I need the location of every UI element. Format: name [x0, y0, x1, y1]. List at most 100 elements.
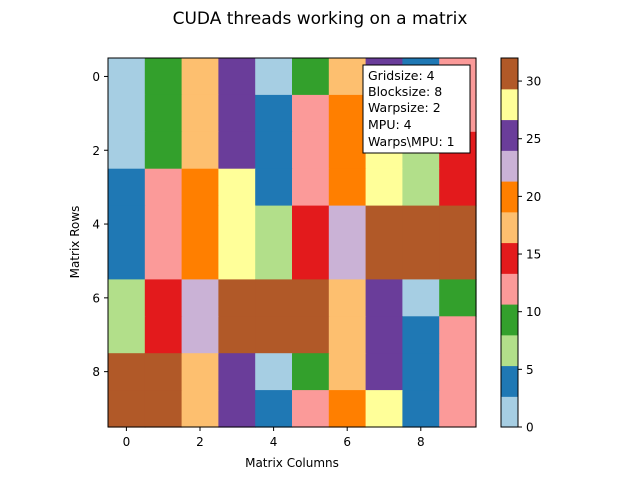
- x-tick-label: 0: [123, 435, 131, 449]
- heatmap-cell: [365, 390, 403, 428]
- heatmap-cell: [181, 353, 219, 391]
- heatmap-cell: [328, 168, 367, 207]
- annotation-box: [362, 64, 471, 154]
- heatmap-cell: [439, 353, 477, 391]
- heatmap-cell: [328, 390, 367, 428]
- heatmap-cell: [439, 205, 477, 244]
- x-tick-label: 4: [270, 435, 278, 449]
- heatmap-cell: [328, 58, 367, 96]
- heatmap-cell: [365, 168, 403, 207]
- colorbar-segment: [501, 181, 518, 213]
- heatmap-cell: [402, 279, 440, 317]
- heatmap-cell: [328, 353, 367, 391]
- y-tick-label: 4: [92, 218, 100, 232]
- x-tick-label: 6: [343, 435, 351, 449]
- heatmap-cell: [402, 205, 440, 244]
- heatmap-cell: [292, 168, 330, 207]
- heatmap-cell: [108, 242, 146, 280]
- annotation-line: MPU: 4: [368, 117, 412, 132]
- heatmap-cell: [328, 242, 367, 280]
- y-tick-label: 0: [92, 70, 100, 84]
- heatmap-cell: [144, 131, 183, 170]
- heatmap-cell: [439, 390, 477, 428]
- heatmap-cell: [439, 279, 477, 317]
- heatmap-cell: [108, 279, 146, 317]
- y-axis-label: Matrix Rows: [68, 206, 82, 279]
- heatmap-cell: [181, 94, 219, 133]
- heatmap-cell: [255, 205, 293, 244]
- heatmap-cell: [255, 242, 293, 280]
- annotation-line: Warps\MPU: 1: [368, 134, 455, 149]
- heatmap-cell: [181, 390, 219, 428]
- heatmap-cell: [255, 279, 293, 317]
- annotation-line: Warpsize: 2: [368, 100, 441, 115]
- heatmap-cell: [292, 205, 330, 244]
- heatmap-cell: [328, 279, 367, 317]
- heatmap-cell: [181, 316, 219, 354]
- heatmap-cell: [108, 94, 146, 133]
- heatmap-cell: [218, 58, 256, 96]
- heatmap-cell: [108, 58, 146, 96]
- heatmap-cell: [144, 390, 183, 428]
- heatmap-cell: [439, 168, 477, 207]
- colorbar-tick-label: 30: [526, 75, 541, 89]
- heatmap-cell: [108, 168, 146, 207]
- colorbar-frame: [500, 57, 519, 428]
- heatmap-cell: [218, 168, 256, 207]
- plot-frame: [107, 57, 477, 428]
- heatmap-cell: [292, 353, 330, 391]
- heatmap-cell: [108, 316, 146, 354]
- heatmap-cell: [328, 131, 367, 170]
- colorbar-segment: [501, 242, 518, 274]
- colorbar-tick-label: 0: [526, 421, 534, 435]
- x-tick-label: 8: [417, 435, 425, 449]
- heatmap-cell: [439, 242, 477, 280]
- heatmap-cell: [218, 131, 256, 170]
- heatmap-cell: [292, 390, 330, 428]
- annotation-line: Gridsize: 4: [368, 68, 435, 83]
- colorbar-segment: [501, 334, 518, 367]
- heatmap-cell: [439, 316, 477, 354]
- heatmap-cell: [218, 353, 256, 391]
- heatmap-cell: [292, 279, 330, 317]
- colorbar-segment: [501, 150, 518, 182]
- heatmap-cell: [144, 279, 183, 317]
- heatmap-cell: [365, 205, 403, 244]
- colorbar-segment: [501, 396, 518, 428]
- x-axis: 0 2 4 6 8: [123, 427, 425, 449]
- heatmap-cell: [218, 205, 256, 244]
- heatmap-cell: [181, 205, 219, 244]
- heatmap-cell: [181, 242, 219, 280]
- heatmap-cell: [108, 353, 146, 391]
- heatmap-cell: [181, 58, 219, 96]
- y-tick-label: 8: [92, 365, 100, 379]
- colorbar-tick-label: 20: [526, 190, 541, 204]
- heatmap-cell: [181, 279, 219, 317]
- heatmap-cell: [402, 316, 440, 354]
- heatmap-cell: [144, 168, 183, 207]
- colorbar-segment: [501, 58, 518, 90]
- heatmap-cell: [144, 205, 183, 244]
- heatmap-cell: [218, 279, 256, 317]
- heatmap-cell: [365, 279, 403, 317]
- info-annotation: Gridsize: 4 Blocksize: 8 Warpsize: 2 MPU…: [362, 64, 471, 154]
- heatmap-cell: [255, 168, 293, 207]
- heatmap-cell: [108, 205, 146, 244]
- heatmap-cell: [218, 390, 256, 428]
- heatmap-cell: [292, 94, 330, 133]
- x-axis-label: Matrix Columns: [245, 456, 339, 470]
- colorbar-tick-label: 10: [526, 305, 541, 319]
- chart-title: CUDA threads working on a matrix: [173, 9, 468, 29]
- heatmap-cell: [144, 58, 183, 96]
- colorbar-segment: [501, 304, 518, 336]
- colorbar-segment: [501, 365, 518, 397]
- heatmap-cell: [144, 353, 183, 391]
- heatmap-cell: [255, 316, 293, 354]
- colorbar-segment: [501, 88, 518, 121]
- colorbar-tick-label: 25: [526, 132, 541, 146]
- heatmap-cell: [292, 131, 330, 170]
- heatmap-cell: [255, 353, 293, 391]
- heatmap-cell: [108, 390, 146, 428]
- colorbar: [501, 58, 518, 428]
